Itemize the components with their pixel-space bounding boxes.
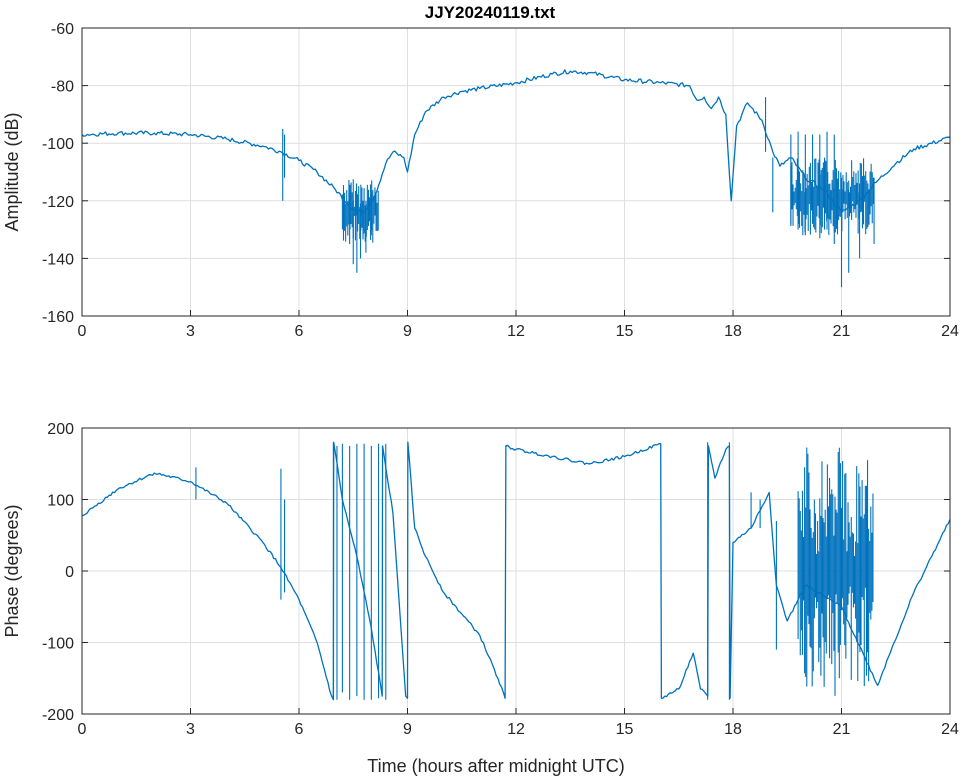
x-tick-label: 15 (616, 721, 634, 738)
y-tick-label: -120 (42, 194, 74, 211)
y-tick-label: -100 (42, 636, 74, 653)
x-tick-label: 6 (295, 721, 304, 738)
x-tick-label: 18 (724, 323, 742, 340)
x-tick-label: 12 (507, 721, 525, 738)
axes-box (81, 27, 951, 317)
y-tick-label: 0 (65, 564, 74, 581)
amplitude-ylabel: Amplitude (dB) (2, 112, 22, 231)
axes-box (81, 427, 951, 715)
x-tick-label: 21 (833, 721, 851, 738)
y-tick-label: -160 (42, 309, 74, 326)
x-tick-label: 18 (724, 721, 742, 738)
amplitude-axes: 0 3 6 9 12 15 18 21 24 -60 -80 -100 -120 -140 -160 (42, 21, 959, 340)
y-tick-label: 200 (47, 421, 74, 438)
data-series-line (81, 69, 951, 215)
x-tick-label: 9 (403, 721, 412, 738)
y-tick-label: 100 (47, 493, 74, 510)
x-tick-label: 15 (616, 323, 634, 340)
x-tick-label: 24 (941, 323, 959, 340)
time-xlabel: Time (hours after midnight UTC) (367, 756, 624, 776)
x-tick-label: 6 (295, 323, 304, 340)
x-tick-label: 3 (186, 323, 195, 340)
y-tick-label: -140 (42, 251, 74, 268)
x-tick-label: 21 (833, 323, 851, 340)
x-tick-label: 24 (941, 721, 959, 738)
x-tick-label: 12 (507, 323, 525, 340)
y-tick-label: -80 (51, 79, 74, 96)
data-series-line (81, 441, 951, 701)
x-tick-label: 0 (78, 323, 87, 340)
chart-title: JJY20240119.txt (425, 3, 556, 22)
y-tick-label: -100 (42, 136, 74, 153)
x-tick-label: 0 (78, 721, 87, 738)
y-tick-label: -200 (42, 707, 74, 724)
x-tick-label: 3 (186, 721, 195, 738)
y-tick-label: -60 (51, 21, 74, 38)
phase-axes: 0 3 6 9 12 15 18 21 24 200 100 0 -100 -200 (42, 421, 959, 738)
phase-ylabel: Phase (degrees) (2, 504, 22, 637)
x-tick-label: 9 (403, 323, 412, 340)
